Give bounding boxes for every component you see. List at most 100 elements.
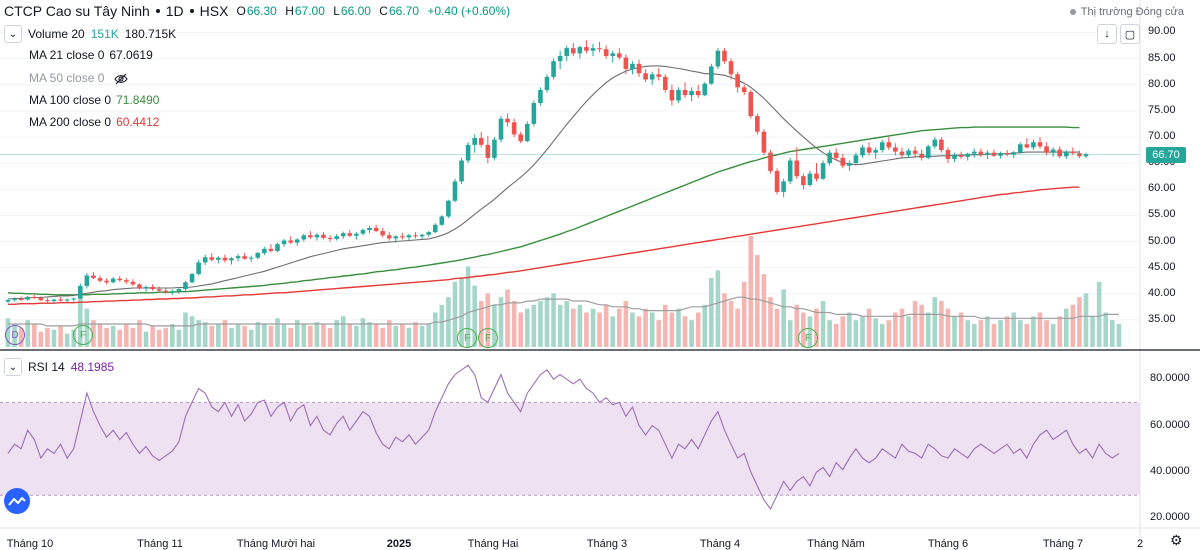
candle [360,228,366,236]
ma50-legend[interactable]: MA 50 close 0 [29,71,128,86]
chevron-down-icon[interactable]: ⌄ [4,358,22,376]
candle-body [899,151,905,156]
candle [301,233,307,242]
volume-bar [1024,324,1030,347]
volume-bar [1004,316,1010,347]
maximize-icon[interactable]: ▢ [1120,24,1140,44]
ma100-legend[interactable]: MA 100 close 0 71.8490 [29,93,159,107]
volume-bar [472,285,477,347]
candle [847,160,852,171]
volume-bar [478,301,484,347]
symbol-header: CTCP Cao su Tây Ninh 1D HSX O66.30 H67.0… [4,3,510,19]
candle [130,279,136,286]
candle [840,153,846,169]
candlesticks [5,40,1089,304]
time-axis-label: 2 [1136,538,1144,550]
candle-body [432,224,438,233]
candle-body [906,150,911,156]
logo-wave-icon [8,497,26,506]
candle [31,294,37,300]
candle [281,238,287,247]
candle-body [741,87,747,93]
volume-bar [906,316,911,347]
volume-bar [735,308,740,347]
candle-body [879,142,885,151]
volume-bar [748,235,754,347]
candle-body [531,103,537,124]
volume-bar [643,308,648,347]
volume-bar [262,324,267,347]
volume-bar [544,297,550,347]
candle-body [229,258,234,261]
candle [1024,138,1030,149]
candle-body [386,235,392,239]
candle-body [636,63,642,74]
financial-marker[interactable]: F [478,328,498,348]
candle-body [971,151,977,154]
rsi-line [7,364,1120,511]
volume-bar [939,301,944,347]
financial-marker[interactable]: F [457,328,477,348]
candle [722,48,727,64]
volume-bar [255,322,261,347]
low-value: 66.00 [340,4,371,18]
candle [899,147,905,158]
volume-bar [124,324,129,347]
ma200-legend[interactable]: MA 200 close 0 60.4412 [29,115,159,129]
eye-hidden-icon[interactable] [114,72,128,86]
volume-label[interactable]: Volume 20 [28,27,85,41]
candle-body [78,285,83,299]
candle [577,45,583,59]
candle [623,54,629,75]
financial-marker[interactable]: F [798,328,818,348]
volume-bar [31,324,37,347]
candle-body [1070,151,1076,154]
volume-bar [183,312,188,347]
candle-body [505,118,510,123]
time-axis-label: Tháng 10 [6,538,54,550]
volume-bar [538,301,543,347]
volume-bar [774,308,780,347]
candle-body [689,90,694,96]
candle-body [939,139,944,151]
candle [748,89,754,119]
candle [781,178,786,198]
candle [367,225,372,234]
volume-bar [340,316,346,347]
candle-body [452,181,458,201]
candle [110,277,116,284]
ohlc-values: O66.30 H67.00 L66.00 C66.70 +0.40 (+0.60… [236,4,510,18]
volume-bar [663,304,668,347]
candle-body [873,150,878,153]
candle [860,144,865,158]
market-status-text: Thị trường Đóng cửa [1080,6,1184,18]
candle-body [12,299,17,301]
chevron-down-icon[interactable]: ⌄ [4,25,22,43]
candle-body [643,73,648,80]
exchange-label: HSX [199,3,229,19]
interval-label[interactable]: 1D [165,3,184,19]
rsi-label[interactable]: RSI 14 [28,360,65,374]
volume-bar [761,274,767,347]
candle-body [715,50,721,67]
volume-bar [327,327,333,347]
financial-marker[interactable]: F [73,325,93,345]
volume-bar [952,316,957,347]
symbol-name[interactable]: CTCP Cao su Tây Ninh [4,3,150,19]
volume-bar [531,304,537,347]
tradingview-logo-icon[interactable] [4,488,30,514]
volume-bar [446,297,451,347]
volume-bar [163,327,169,347]
gear-icon[interactable]: ⚙ [1170,532,1183,548]
ma21-legend[interactable]: MA 21 close 0 67.0619 [29,48,153,62]
scroll-down-icon[interactable]: ↓ [1097,24,1117,44]
candle [314,233,320,241]
candle-body [51,299,57,302]
price-axis-label: 85.00 [1148,51,1176,64]
dividend-marker[interactable]: D [5,325,25,345]
candle [610,50,616,63]
candle-body [202,257,208,263]
candle [170,289,175,295]
candle [64,298,70,303]
